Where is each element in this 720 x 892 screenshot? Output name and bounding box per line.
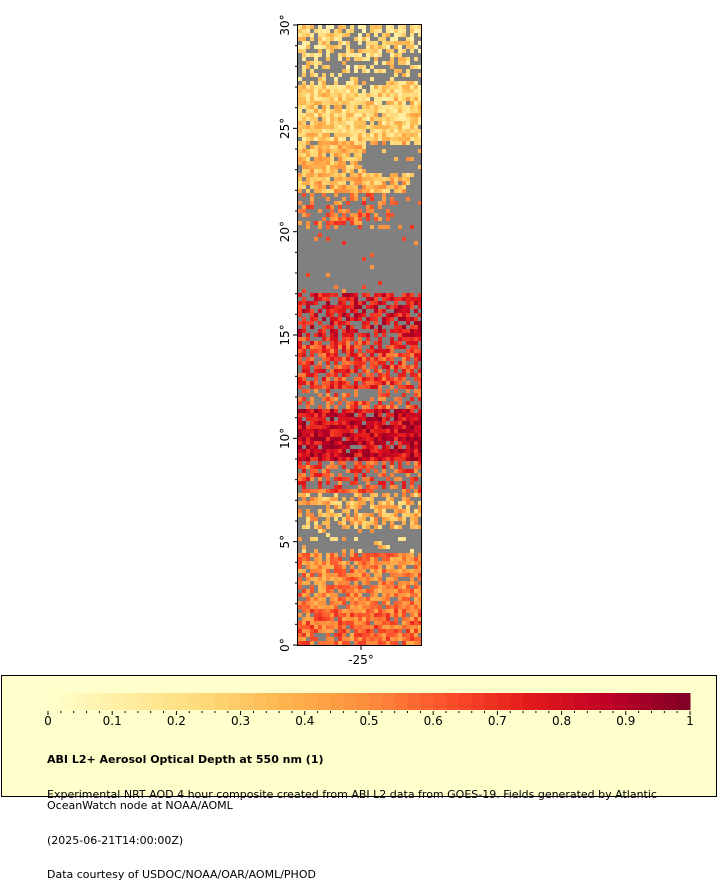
lat-label: 0° xyxy=(278,638,292,652)
colorbar-tick-labels: 0 0.1 0.2 0.3 0.4 0.5 0.6 0.7 0.8 0.9 1 xyxy=(44,714,694,728)
aod-map: 0° 5° 10° 15° 20° 25° 30° -25° xyxy=(278,14,422,667)
colorbar-tick-label: 0.7 xyxy=(488,714,507,728)
lon-label: -25° xyxy=(348,653,374,667)
lat-label: 25° xyxy=(278,118,292,139)
colorbar-ticks xyxy=(47,711,691,715)
map-caption: ABI L2+ Aerosol Optical Depth at 550 nm … xyxy=(47,731,707,892)
legend-panel: 0 0.1 0.2 0.3 0.4 0.5 0.6 0.7 0.8 0.9 1 xyxy=(1,675,717,797)
colorbar-tick-label: 1 xyxy=(686,714,694,728)
map-description: Experimental NRT AOD 4 hour composite cr… xyxy=(47,787,661,812)
colorbar-tick-label: 0 xyxy=(44,714,52,728)
longitude-axis: -25° xyxy=(348,645,374,667)
lat-label: 15° xyxy=(278,324,292,345)
data-credit: Data courtesy of USDOC/NOAA/OAR/AOML/PHO… xyxy=(47,868,316,881)
colorbar-gradient xyxy=(48,693,691,710)
map-title: ABI L2+ Aerosol Optical Depth at 550 nm … xyxy=(47,753,324,766)
colorbar-tick-label: 0.1 xyxy=(103,714,122,728)
map-timestamp: (2025-06-21T14:00:00Z) xyxy=(47,833,184,847)
colorbar-tick-label: 0.5 xyxy=(359,714,378,728)
lat-label: 10° xyxy=(278,428,292,449)
colorbar-tick-label: 0.2 xyxy=(167,714,186,728)
latitude-axis: 0° 5° 10° 15° 20° 25° 30° xyxy=(278,14,298,652)
lat-label: 20° xyxy=(278,221,292,242)
colorbar-tick-label: 0.9 xyxy=(616,714,635,728)
aod-field-raster xyxy=(298,25,421,645)
colorbar: 0 0.1 0.2 0.3 0.4 0.5 0.6 0.7 0.8 0.9 1 xyxy=(44,693,694,728)
colorbar-tick-label: 0.6 xyxy=(424,714,443,728)
colorbar-tick-label: 0.8 xyxy=(552,714,571,728)
lat-label: 5° xyxy=(278,535,292,549)
colorbar-tick-label: 0.4 xyxy=(295,714,314,728)
colorbar-tick-label: 0.3 xyxy=(231,714,250,728)
lat-label: 30° xyxy=(278,14,292,35)
